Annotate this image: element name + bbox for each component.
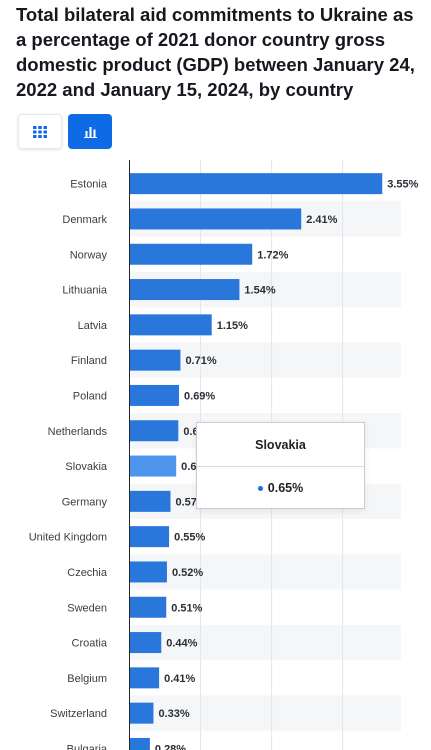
tooltip: Slovakia 0.65%	[196, 422, 365, 509]
bar-croatia[interactable]	[130, 632, 162, 654]
row-band	[130, 624, 401, 661]
bar-latvia[interactable]	[130, 314, 212, 336]
value-label: 0.55%	[174, 532, 205, 544]
bar-poland[interactable]	[130, 384, 180, 406]
row-band	[130, 554, 401, 590]
row-band	[130, 695, 401, 731]
bar-estonia[interactable]	[130, 173, 383, 195]
bar-united-kingdom[interactable]	[130, 526, 170, 548]
bar-chart-icon	[83, 126, 97, 138]
category-label: Finland	[71, 355, 107, 367]
value-label: 1.15%	[217, 320, 248, 332]
table-view-button[interactable]	[18, 114, 62, 149]
category-label: United Kingdom	[29, 532, 107, 544]
category-label: Czechia	[67, 567, 108, 579]
category-label: Netherlands	[48, 426, 108, 438]
value-label: 0.71%	[185, 355, 216, 367]
category-label: Belgium	[67, 673, 107, 685]
bar-czechia[interactable]	[130, 561, 167, 583]
category-label: Sweden	[67, 602, 107, 614]
category-label: Croatia	[72, 638, 108, 650]
bar-lithuania[interactable]	[130, 279, 240, 301]
bar-denmark[interactable]	[130, 208, 302, 230]
bar-slovakia[interactable]	[130, 455, 177, 477]
value-label: 0.28%	[155, 743, 186, 750]
chart-view-button[interactable]	[68, 114, 112, 149]
value-label: 0.51%	[171, 602, 202, 614]
bar-germany[interactable]	[130, 490, 171, 512]
value-label: 2.41%	[306, 214, 337, 226]
value-label: 0.33%	[158, 708, 189, 720]
tooltip-value: 0.65%	[267, 481, 304, 495]
bar-switzerland[interactable]	[130, 702, 154, 724]
chart-title: Total bilateral aid commitments to Ukrai…	[16, 4, 415, 100]
bar-finland[interactable]	[130, 349, 181, 371]
value-label: 1.54%	[244, 285, 275, 297]
grid-icon	[33, 125, 47, 138]
value-label: 3.55%	[387, 179, 418, 191]
category-label: Denmark	[62, 214, 107, 226]
value-label: 0.41%	[164, 673, 195, 685]
value-label: 0.69%	[184, 390, 215, 402]
bar-sweden[interactable]	[130, 596, 167, 618]
value-label: 0.6!	[181, 461, 200, 473]
tooltip-dot	[257, 485, 263, 491]
category-label: Switzerland	[50, 708, 107, 720]
value-label: 1.72%	[257, 249, 288, 261]
category-label: Norway	[70, 249, 108, 261]
tooltip-title: Slovakia	[197, 423, 364, 467]
bar-norway[interactable]	[130, 243, 253, 265]
bar-bulgaria[interactable]	[130, 737, 150, 750]
tooltip-row: 0.65%	[197, 467, 364, 509]
category-label: Slovakia	[65, 461, 107, 473]
category-label: Latvia	[78, 320, 108, 332]
value-label: 0.6	[183, 426, 198, 438]
category-label: Bulgaria	[67, 743, 108, 750]
value-label: 0.52%	[172, 567, 203, 579]
category-label: Lithuania	[62, 285, 108, 297]
category-label: Germany	[62, 496, 108, 508]
category-label: Estonia	[70, 179, 108, 191]
value-label: 0.44%	[166, 638, 197, 650]
category-label: Poland	[73, 390, 107, 402]
bar-netherlands[interactable]	[130, 420, 179, 442]
bar-belgium[interactable]	[130, 667, 160, 689]
